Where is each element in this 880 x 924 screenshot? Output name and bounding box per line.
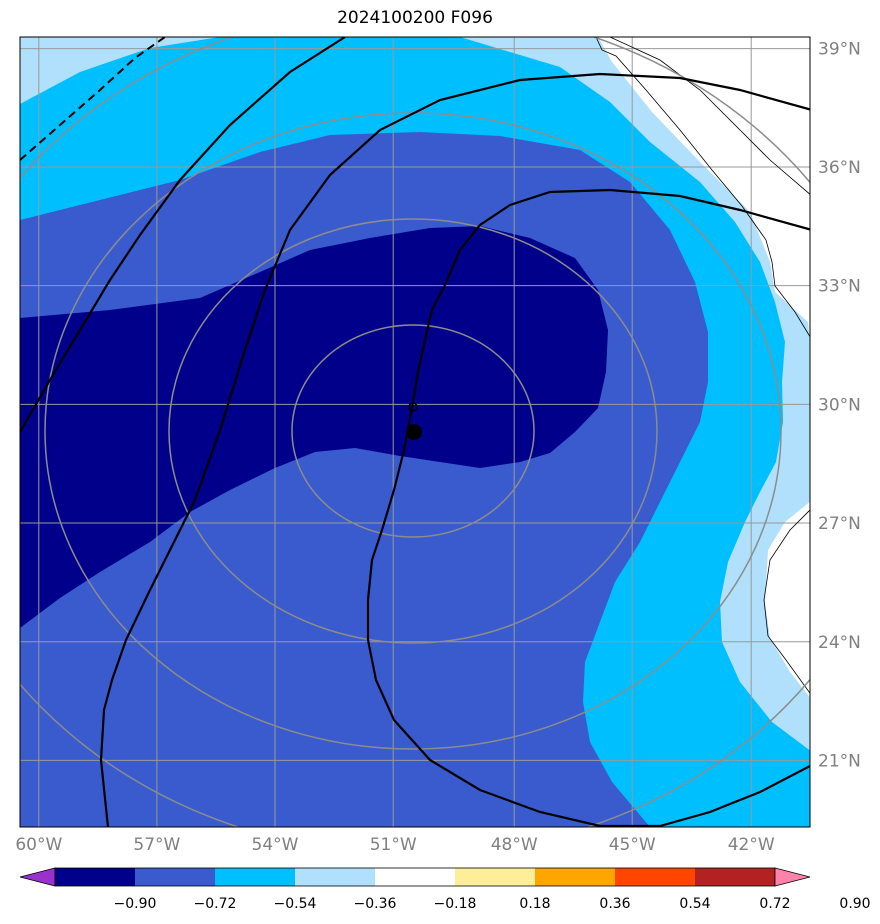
colorbar-extend-high xyxy=(774,867,811,887)
colorbar-tick-label: −0.36 xyxy=(354,896,397,912)
colorbar: −0.90 −0.72 −0.54 −0.36 −0.18 0.18 0.36 0.54 0.7… xyxy=(19,867,871,912)
lon-label: 42°W xyxy=(728,835,775,855)
colorbar-tick-label: −0.18 xyxy=(434,896,477,912)
colorbar-segment xyxy=(535,868,615,886)
map-title: 2024100200 F096 xyxy=(337,8,493,28)
map-plot-area xyxy=(20,37,810,827)
lon-label: 60°W xyxy=(15,835,62,855)
colorbar-segment xyxy=(615,868,695,886)
colorbar-segment xyxy=(695,868,775,886)
colorbar-segment xyxy=(295,868,375,886)
lon-label: 48°W xyxy=(491,835,538,855)
lat-label: 27°N xyxy=(818,514,861,534)
colorbar-tick-label: −0.54 xyxy=(274,896,317,912)
storm-center-marker xyxy=(406,424,422,440)
lat-label: 39°N xyxy=(818,40,861,60)
colorbar-segment xyxy=(375,868,455,886)
fill-navy-region xyxy=(20,226,608,628)
colorbar-tick-label: 0.36 xyxy=(599,896,630,912)
lon-label: 57°W xyxy=(133,835,180,855)
map-frame xyxy=(19,36,811,828)
contours xyxy=(20,37,810,827)
colorbar-segment xyxy=(55,868,135,886)
colorbar-segment xyxy=(455,868,535,886)
colorbar-extend-low xyxy=(19,867,56,887)
lat-label: 36°N xyxy=(818,158,861,178)
lat-label: 24°N xyxy=(818,633,861,653)
colorbar-tick-label: 0.90 xyxy=(839,896,870,912)
colorbar-tick-label: −0.72 xyxy=(194,896,237,912)
coastline xyxy=(595,37,810,694)
colorbar-tick-label: 0.72 xyxy=(759,896,790,912)
lat-tick-labels: 39°N 36°N 33°N 30°N 27°N 24°N 21°N xyxy=(818,40,861,772)
fill-white-region xyxy=(765,523,810,681)
colorbar-segment xyxy=(135,868,215,886)
storm-track-ring-icon xyxy=(408,402,418,412)
dashed-contour xyxy=(20,37,166,161)
lat-label: 30°N xyxy=(818,395,861,415)
colorbar-tick-label: 0.18 xyxy=(519,896,550,912)
colorbar-segment xyxy=(215,868,295,886)
lon-label: 51°W xyxy=(370,835,417,855)
colorbar-tick-label: −0.90 xyxy=(114,896,157,912)
colorbar-tick-label: 0.54 xyxy=(679,896,710,912)
lat-label: 21°N xyxy=(818,751,861,771)
lon-tick-labels: 60°W 57°W 54°W 51°W 48°W 45°W 42°W xyxy=(15,835,775,855)
lon-label: 45°W xyxy=(609,835,656,855)
lat-label: 33°N xyxy=(818,277,861,297)
lon-label: 54°W xyxy=(252,835,299,855)
